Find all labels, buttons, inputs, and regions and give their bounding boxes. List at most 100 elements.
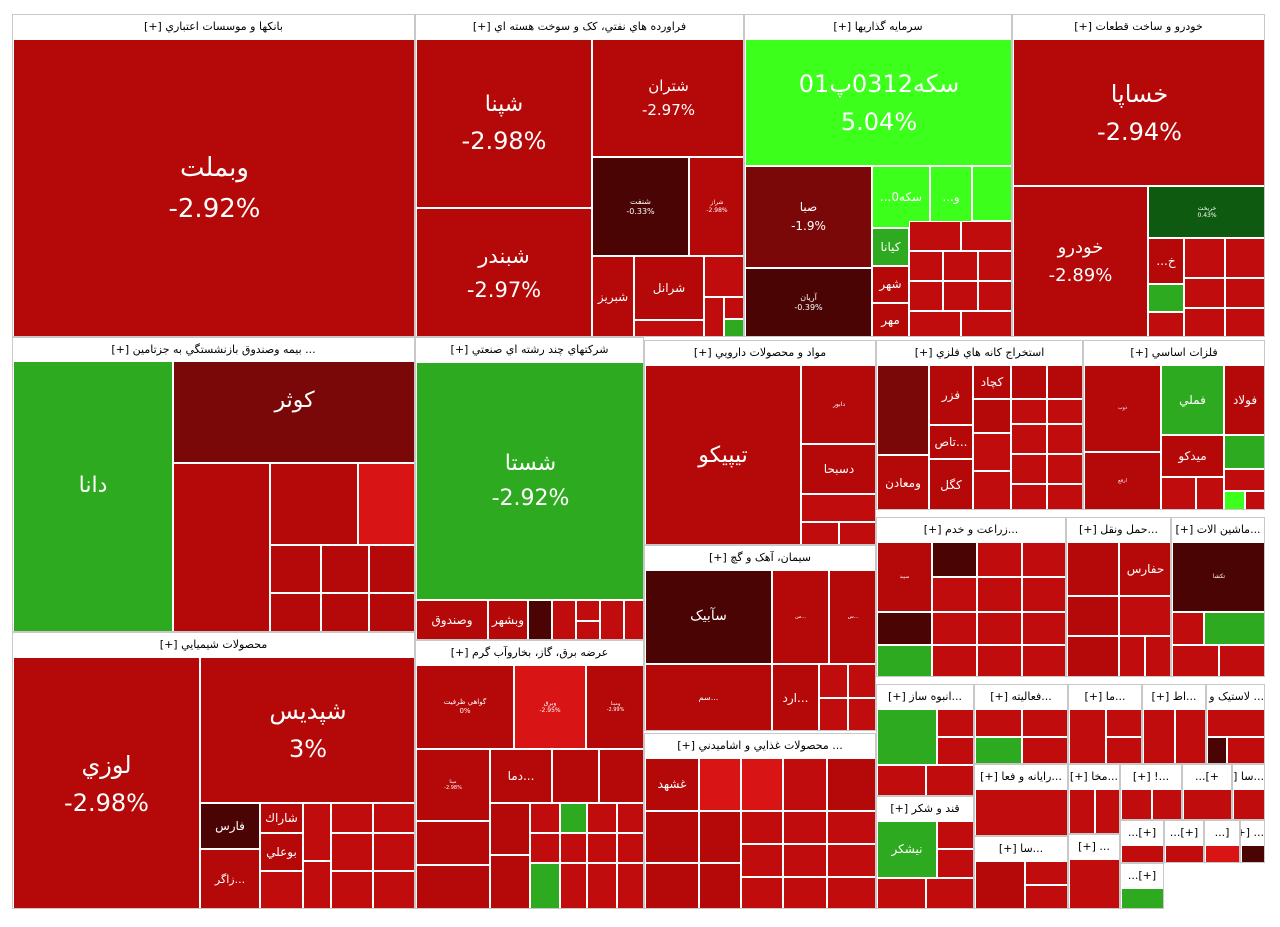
minor-stock-tile[interactable] [1207,709,1264,737]
stock-tile[interactable]: ارفع [1084,452,1161,509]
minor-stock-tile[interactable] [975,789,1067,835]
sector-header[interactable]: [+]... [1165,821,1203,845]
stock-tile[interactable]: لوزي -2.98% [13,657,200,908]
stock-tile[interactable]: سكه0... [872,166,930,228]
stock-tile[interactable] [416,821,490,865]
minor-stock-tile[interactable] [530,803,560,833]
minor-stock-tile[interactable] [1106,709,1141,737]
sector-header[interactable]: محصولات شيميايي [+] [13,633,414,657]
stock-tile[interactable]: شپديس 3% [200,657,414,803]
stock-tile[interactable]: دسبحا [801,444,875,494]
minor-stock-tile[interactable] [937,821,973,849]
stock-tile[interactable]: و... [930,166,972,228]
sector-header[interactable]: ...اط [+] [1143,685,1205,709]
stock-tile[interactable] [416,865,490,908]
minor-stock-tile[interactable] [1119,636,1145,676]
sector-header[interactable]: ...رايانه و فعا [+] [975,765,1067,789]
stock-tile[interactable] [490,855,530,908]
minor-stock-tile[interactable] [1224,491,1245,509]
minor-stock-tile[interactable] [704,256,743,297]
minor-stock-tile[interactable] [634,320,704,336]
stock-tile[interactable]: كچاد [973,365,1011,399]
minor-stock-tile[interactable] [1225,238,1264,278]
minor-stock-tile[interactable] [724,319,743,336]
stock-tile[interactable] [552,749,599,803]
stock-tile[interactable]: شستا -2.92% [416,362,643,600]
sector-header[interactable]: ... بيمه وصندوق بازنشستگي به جزتامين [+] [13,338,414,362]
stock-tile[interactable]: تيپيكو [645,365,801,544]
minor-stock-tile[interactable] [1233,789,1264,819]
minor-stock-tile[interactable] [560,833,587,863]
minor-stock-tile[interactable] [373,833,414,871]
stock-tile[interactable]: ...دما [490,749,552,803]
minor-stock-tile[interactable] [827,844,875,877]
stock-tile[interactable]: شراز -2.98% [689,157,743,256]
minor-stock-tile[interactable] [1241,845,1264,862]
minor-stock-tile[interactable] [783,811,827,844]
minor-stock-tile[interactable] [1022,612,1065,645]
stock-tile[interactable] [1067,542,1119,596]
sector-header[interactable]: ...انبوه ساز [+] [877,685,973,709]
minor-stock-tile[interactable] [909,281,943,311]
minor-stock-tile[interactable] [1095,789,1119,833]
stock-tile[interactable] [699,758,741,811]
stock-tile[interactable]: مپنا -2.98% [416,749,490,821]
sector-header[interactable]: +]... [1183,765,1231,789]
stock-tile[interactable] [699,811,741,863]
minor-stock-tile[interactable] [1143,709,1175,763]
stock-tile[interactable] [645,811,699,863]
minor-stock-tile[interactable] [741,844,783,877]
minor-stock-tile[interactable] [1184,308,1225,336]
stock-tile[interactable]: فارس [200,803,260,849]
stock-tile[interactable]: خ... [1148,238,1184,284]
stock-tile[interactable] [173,463,270,631]
sector-header[interactable]: سيمان، آهک و گچ [+] [645,546,875,570]
sector-header[interactable]: ... [+] [1069,835,1119,859]
minor-stock-tile[interactable] [1145,636,1170,676]
minor-stock-tile[interactable] [331,803,373,833]
stock-tile[interactable]: كگل [929,459,973,509]
minor-stock-tile[interactable] [827,877,875,908]
minor-stock-tile[interactable] [1069,859,1119,908]
minor-stock-tile[interactable] [741,811,783,844]
minor-stock-tile[interactable] [617,833,643,863]
minor-stock-tile[interactable] [877,878,926,908]
minor-stock-tile[interactable] [926,765,973,795]
minor-stock-tile[interactable] [1184,238,1225,278]
stock-tile[interactable] [1047,365,1082,399]
minor-stock-tile[interactable] [937,849,973,878]
stock-tile[interactable]: سپيد [877,542,932,612]
minor-stock-tile[interactable] [1047,454,1082,484]
minor-stock-tile[interactable] [331,833,373,871]
stock-tile[interactable] [369,593,414,631]
sector-header[interactable]: مواد و محصولات دارويي [+] [645,341,875,365]
minor-stock-tile[interactable] [617,863,643,908]
minor-stock-tile[interactable] [1121,845,1163,862]
sector-header[interactable]: خودرو و ساخت قطعات [+] [1013,15,1264,39]
sector-header[interactable]: ... لاستيک و [+] [1207,685,1264,709]
minor-stock-tile[interactable] [975,709,1022,737]
stock-tile[interactable]: ومپنا -2.99% [586,665,643,749]
minor-stock-tile[interactable] [1204,612,1264,645]
minor-stock-tile[interactable] [973,471,1011,509]
stock-tile[interactable]: وبرق -2.95% [514,665,586,749]
minor-stock-tile[interactable] [741,877,783,908]
minor-stock-tile[interactable] [358,463,414,545]
minor-stock-tile[interactable] [1172,645,1219,676]
sector-header[interactable]: فراورده هاي نفتي، کک و سوخت هسته اي [+] [416,15,743,39]
minor-stock-tile[interactable] [1011,424,1047,454]
minor-stock-tile[interactable] [937,737,973,765]
sector-header[interactable]: [+]... [1121,821,1163,845]
minor-stock-tile[interactable] [1047,424,1082,454]
stock-tile[interactable]: ومعادن [877,455,929,509]
minor-stock-tile[interactable] [926,878,973,908]
minor-stock-tile[interactable] [801,522,839,544]
minor-stock-tile[interactable] [1225,278,1264,308]
minor-stock-tile[interactable] [1161,477,1196,509]
sector-header[interactable]: ...سا [+] [975,837,1067,861]
minor-stock-tile[interactable] [783,844,827,877]
sector-header[interactable]: بانکها و موسسات اعتباري [+] [13,15,414,39]
stock-tile[interactable] [599,749,643,803]
stock-tile[interactable]: ...زاگر [200,849,260,908]
minor-stock-tile[interactable] [1224,469,1264,491]
